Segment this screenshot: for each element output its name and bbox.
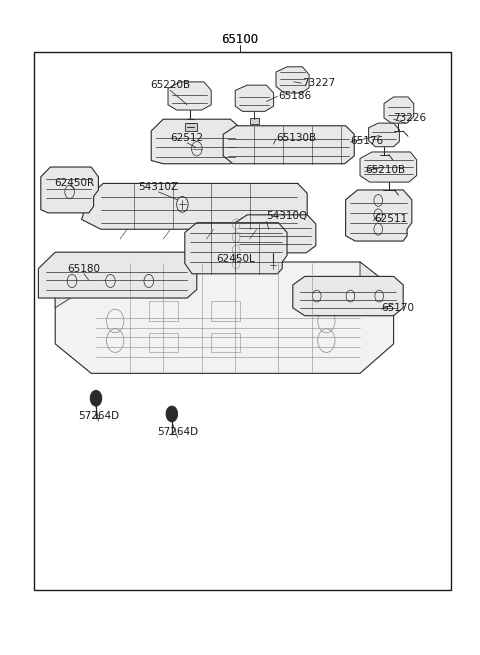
- Polygon shape: [360, 262, 394, 308]
- Polygon shape: [223, 126, 354, 164]
- Text: 73226: 73226: [394, 113, 427, 123]
- Polygon shape: [346, 190, 412, 241]
- Polygon shape: [235, 85, 274, 111]
- Text: 62511: 62511: [374, 214, 408, 225]
- Text: 65130B: 65130B: [276, 132, 316, 143]
- Polygon shape: [293, 276, 403, 316]
- Text: 65210B: 65210B: [365, 165, 405, 176]
- Text: 65220B: 65220B: [150, 80, 191, 90]
- Text: 65176: 65176: [350, 136, 384, 146]
- Text: 62512: 62512: [170, 132, 204, 143]
- Text: 62450R: 62450R: [54, 178, 95, 189]
- Polygon shape: [235, 215, 316, 253]
- Text: 54310Z: 54310Z: [138, 181, 179, 192]
- Text: 65186: 65186: [278, 91, 312, 102]
- Polygon shape: [185, 223, 287, 274]
- Text: 62450L: 62450L: [216, 253, 254, 264]
- Polygon shape: [360, 152, 417, 182]
- Text: 54310Q: 54310Q: [266, 211, 308, 221]
- Polygon shape: [384, 97, 414, 123]
- Polygon shape: [38, 252, 197, 298]
- Polygon shape: [82, 183, 307, 229]
- Text: 57264D: 57264D: [78, 411, 119, 421]
- Bar: [34, 52, 451, 590]
- Text: 73227: 73227: [302, 78, 336, 88]
- Bar: [149, 333, 178, 352]
- Bar: [211, 301, 240, 321]
- Polygon shape: [55, 262, 96, 308]
- Polygon shape: [185, 123, 197, 131]
- Circle shape: [90, 390, 102, 406]
- Polygon shape: [168, 82, 211, 110]
- Polygon shape: [369, 123, 399, 147]
- Text: 57264D: 57264D: [157, 427, 198, 438]
- Polygon shape: [276, 67, 309, 93]
- Text: 65170: 65170: [382, 303, 415, 313]
- Circle shape: [166, 406, 178, 422]
- Polygon shape: [250, 118, 259, 124]
- Polygon shape: [55, 262, 394, 373]
- Text: 65180: 65180: [68, 263, 100, 274]
- Bar: [149, 301, 178, 321]
- Bar: [211, 333, 240, 352]
- Polygon shape: [41, 167, 98, 213]
- Text: 65100: 65100: [221, 33, 259, 46]
- Polygon shape: [151, 119, 240, 164]
- Text: 65100: 65100: [221, 33, 259, 46]
